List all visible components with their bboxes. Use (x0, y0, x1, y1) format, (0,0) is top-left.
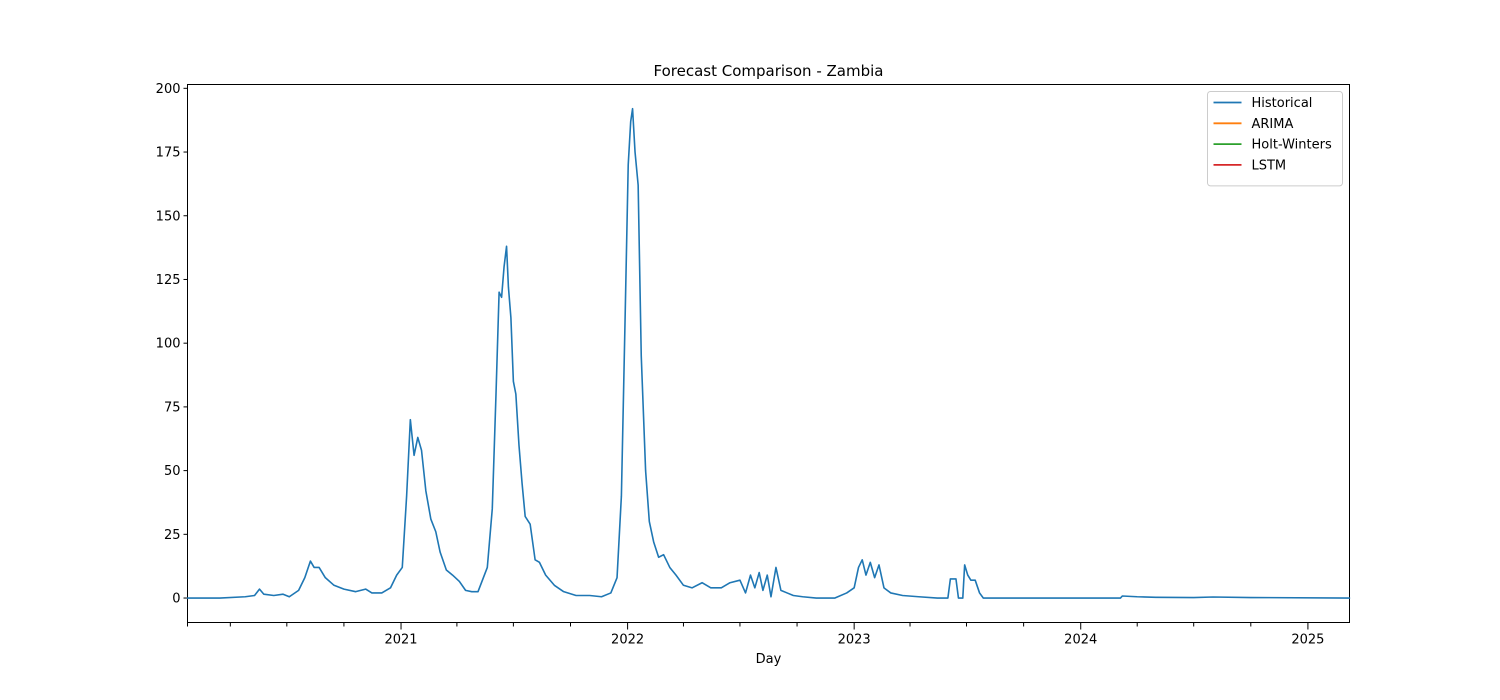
y-tick-label: 50 (164, 464, 181, 479)
legend-entry-label: Holt-Winters (1252, 138, 1332, 153)
y-tick-label: 175 (156, 146, 181, 161)
y-tick-label: 100 (156, 337, 181, 352)
chart-title: Forecast Comparison - Zambia (654, 62, 884, 80)
y-tick-label: 75 (164, 400, 181, 415)
legend-entry-label: LSTM (1252, 158, 1287, 173)
legend: Historical ARIMA Holt-Winters LSTM (1207, 91, 1343, 187)
x-tick-label: 2023 (838, 633, 871, 648)
x-axis-label: Day (756, 652, 782, 667)
y-tick-label: 125 (156, 273, 181, 288)
legend-entry-label: Historical (1252, 96, 1313, 111)
legend-entry-label: ARIMA (1252, 117, 1294, 132)
y-tick-label: 25 (164, 528, 181, 543)
legend-box (1207, 91, 1343, 187)
x-tick-label: 2021 (384, 633, 417, 648)
series-line-historical (186, 107, 1351, 599)
x-axis: 2021 2022 2023 2024 2025 (187, 622, 1324, 648)
y-tick-label: 200 (156, 82, 181, 97)
series-layer (186, 107, 1351, 599)
plot-area (187, 84, 1350, 623)
y-tick-label: 0 (172, 592, 180, 607)
x-tick-label: 2022 (611, 633, 644, 648)
x-tick-label: 2025 (1291, 633, 1324, 648)
y-tick-label: 150 (156, 209, 181, 224)
x-tick-label: 2024 (1064, 633, 1097, 648)
plot-frame (187, 84, 1350, 623)
y-axis: 0 25 50 75 100 125 150 175 200 (156, 82, 188, 607)
